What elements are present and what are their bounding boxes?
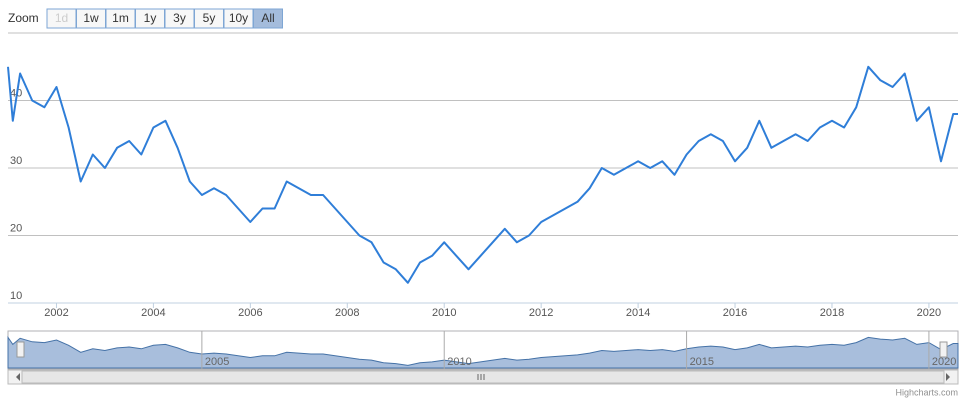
x-tick-label: 2010: [432, 307, 456, 319]
navigator-area: [7, 335, 959, 369]
navigator-tick-label: 2010: [447, 356, 471, 368]
zoom-label: Zoom: [8, 11, 39, 25]
zoom-button-label[interactable]: 1m: [112, 11, 129, 25]
y-tick-label: 30: [10, 155, 22, 167]
navigator-tick-label: 2020: [932, 356, 956, 368]
range-buttons: 1d 1w 1m 1y 3y 5y 10y All: [46, 8, 283, 29]
zoom-button-label[interactable]: 1y: [144, 11, 157, 25]
x-tick-label: 2008: [335, 307, 359, 319]
zoom-button-label[interactable]: 3y: [173, 11, 186, 25]
x-tick-label: 2004: [141, 307, 165, 319]
credits[interactable]: Highcharts.com: [895, 387, 958, 397]
x-tick-label: 2002: [44, 307, 68, 319]
x-tick-label: 2006: [238, 307, 262, 319]
zoom-button-label[interactable]: All: [261, 11, 274, 25]
x-tick-label: 2012: [529, 307, 553, 319]
scrollbar-grip: [477, 374, 485, 380]
zoom-button-label[interactable]: 10y: [229, 11, 248, 25]
x-tick-label: 2016: [723, 307, 747, 319]
navigator-handle-left[interactable]: [16, 341, 25, 358]
scroll-right-arrow[interactable]: [946, 373, 950, 381]
x-tick-label: 2014: [626, 307, 650, 319]
zoom-button-label[interactable]: 1w: [83, 11, 99, 25]
price-line: [7, 65, 958, 284]
scrollbar-thumb[interactable]: [21, 370, 945, 384]
zoom-button-label[interactable]: 5y: [203, 11, 216, 25]
zoom-button-label: 1d: [55, 11, 68, 25]
zoom-button[interactable]: [253, 8, 283, 29]
scroll-left-arrow[interactable]: [16, 373, 20, 381]
navigator-tick-label: 2005: [205, 356, 229, 368]
y-tick-label: 20: [10, 222, 22, 234]
navigator-handle-right[interactable]: [939, 341, 948, 358]
navigator-tick-label: 2015: [690, 356, 714, 368]
x-tick-label: 2020: [917, 307, 941, 319]
y-tick-label: 10: [10, 290, 22, 302]
x-tick-label: 2018: [820, 307, 844, 319]
